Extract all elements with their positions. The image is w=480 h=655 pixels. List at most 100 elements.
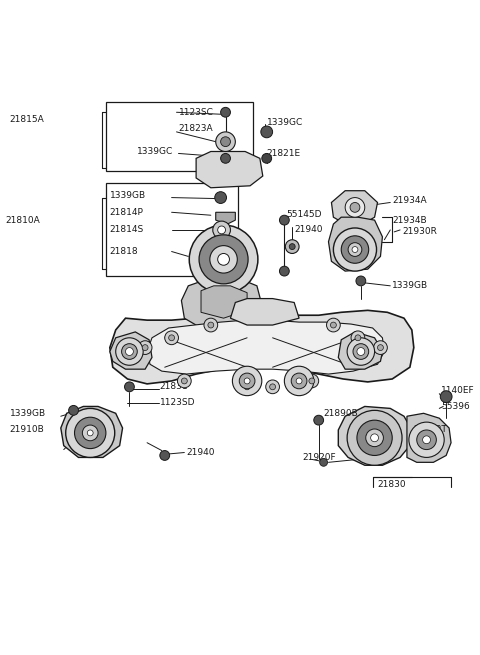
Circle shape	[165, 331, 179, 345]
Circle shape	[213, 221, 230, 239]
Circle shape	[355, 335, 361, 341]
Circle shape	[289, 244, 295, 250]
Circle shape	[83, 425, 98, 441]
Circle shape	[371, 434, 379, 441]
Polygon shape	[61, 407, 122, 457]
Text: 21940: 21940	[186, 448, 215, 457]
Circle shape	[305, 374, 319, 388]
Text: 21814S: 21814S	[110, 225, 144, 234]
Text: 21930R: 21930R	[402, 227, 437, 236]
Polygon shape	[110, 332, 152, 369]
Circle shape	[378, 345, 384, 350]
Circle shape	[417, 430, 436, 449]
Bar	[106, 183, 238, 276]
Circle shape	[326, 318, 340, 332]
Circle shape	[208, 322, 214, 328]
Circle shape	[240, 380, 254, 394]
Polygon shape	[196, 151, 263, 188]
Circle shape	[334, 228, 376, 271]
Circle shape	[218, 253, 229, 265]
Circle shape	[124, 382, 134, 392]
Circle shape	[353, 344, 369, 360]
Circle shape	[373, 341, 387, 354]
Text: 1339GC: 1339GC	[267, 117, 303, 126]
Text: 21940: 21940	[294, 225, 323, 234]
Circle shape	[199, 235, 248, 284]
Circle shape	[341, 236, 369, 263]
Circle shape	[366, 429, 384, 447]
Circle shape	[350, 202, 360, 212]
Circle shape	[142, 345, 148, 350]
Polygon shape	[331, 191, 378, 224]
Circle shape	[291, 373, 307, 389]
Circle shape	[116, 338, 143, 365]
Text: 21814P: 21814P	[110, 208, 144, 217]
Circle shape	[279, 266, 289, 276]
Text: 1140EF: 1140EF	[441, 386, 475, 395]
Circle shape	[168, 335, 175, 341]
Circle shape	[244, 384, 250, 390]
Text: 1339GB: 1339GB	[392, 282, 428, 290]
Circle shape	[181, 378, 187, 384]
Circle shape	[348, 243, 362, 256]
Text: 1339GB: 1339GB	[110, 191, 146, 200]
Text: 1339GB: 1339GB	[10, 409, 46, 418]
Circle shape	[87, 430, 93, 436]
Circle shape	[138, 341, 152, 354]
Polygon shape	[338, 407, 412, 465]
Text: 21934A: 21934A	[392, 196, 427, 205]
Polygon shape	[110, 310, 414, 384]
Circle shape	[270, 384, 276, 390]
Circle shape	[347, 411, 402, 465]
Circle shape	[244, 378, 250, 384]
Circle shape	[210, 246, 237, 273]
Text: 21834: 21834	[365, 453, 393, 462]
Circle shape	[357, 420, 392, 455]
Text: 21831: 21831	[160, 383, 189, 391]
Circle shape	[74, 417, 106, 449]
Circle shape	[440, 391, 452, 403]
Text: 1123SC: 1123SC	[179, 108, 213, 117]
Circle shape	[232, 366, 262, 396]
Circle shape	[221, 153, 230, 163]
Circle shape	[356, 276, 366, 286]
Circle shape	[314, 415, 324, 425]
Polygon shape	[147, 320, 384, 374]
Text: 21832T: 21832T	[414, 426, 448, 434]
Circle shape	[221, 107, 230, 117]
Circle shape	[409, 422, 444, 457]
Circle shape	[266, 380, 279, 394]
Text: 1339GC: 1339GC	[137, 147, 174, 156]
Text: 1123SD: 1123SD	[160, 398, 195, 407]
Polygon shape	[338, 332, 383, 369]
Text: 21810A: 21810A	[5, 215, 40, 225]
Polygon shape	[201, 286, 247, 318]
Polygon shape	[407, 413, 451, 462]
Circle shape	[347, 338, 374, 365]
Circle shape	[320, 458, 327, 466]
Polygon shape	[181, 279, 263, 328]
Circle shape	[357, 348, 365, 356]
Circle shape	[216, 132, 235, 151]
Circle shape	[309, 378, 315, 384]
Circle shape	[330, 322, 336, 328]
Circle shape	[160, 451, 169, 460]
Circle shape	[351, 331, 365, 345]
Circle shape	[296, 378, 302, 384]
Circle shape	[345, 198, 365, 217]
Circle shape	[204, 318, 218, 332]
Circle shape	[178, 374, 191, 388]
Text: 21934B: 21934B	[392, 215, 427, 225]
Text: 21815A: 21815A	[10, 115, 45, 124]
Polygon shape	[230, 299, 299, 325]
Circle shape	[239, 373, 255, 389]
Text: 55145D: 55145D	[287, 210, 322, 219]
Text: 21910B: 21910B	[10, 426, 45, 434]
Circle shape	[279, 215, 289, 225]
Bar	[106, 102, 253, 171]
Circle shape	[121, 344, 137, 360]
Text: 21830: 21830	[378, 480, 406, 489]
Circle shape	[261, 126, 273, 138]
Circle shape	[69, 405, 78, 415]
Text: 21823A: 21823A	[179, 124, 213, 134]
